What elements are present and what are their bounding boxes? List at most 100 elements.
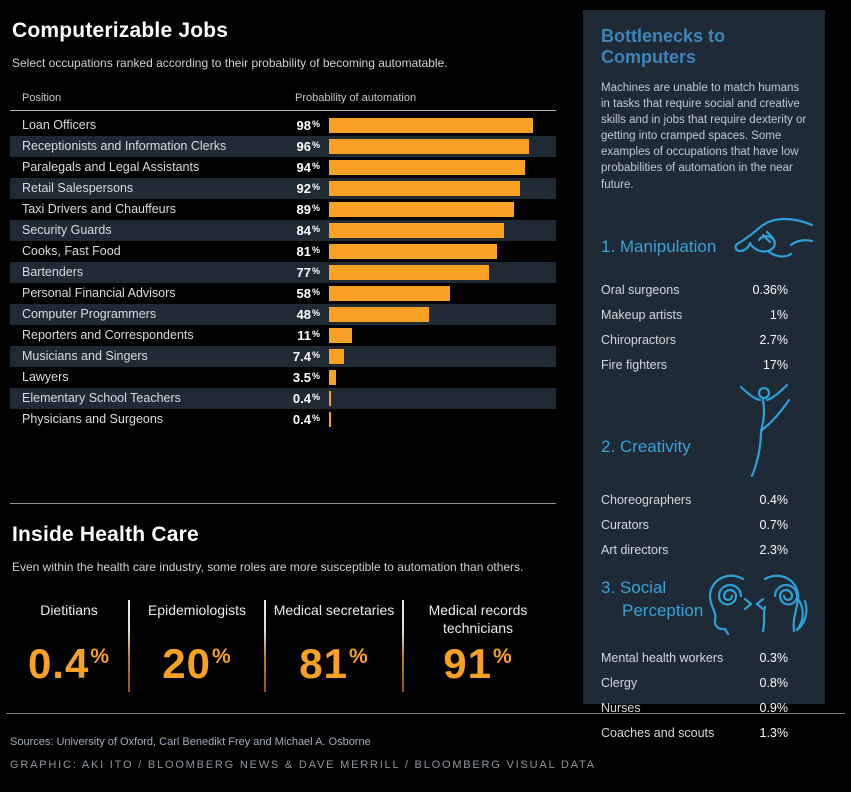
- column-header-position: Position: [22, 92, 62, 104]
- stat-value: 91%: [443, 640, 513, 687]
- probability-value: 0.9%: [759, 700, 789, 715]
- probability-value: 0.36%: [752, 282, 788, 297]
- table-row: Security Guards 84%: [10, 220, 556, 241]
- hand-icon: [734, 217, 814, 258]
- occupation-label: Mental health workers: [601, 650, 724, 665]
- sidebar-title: Bottlenecks to Computers: [601, 26, 726, 67]
- stat-value: 20%: [162, 640, 232, 687]
- table-row: Musicians and Singers 7.4%: [10, 346, 556, 367]
- probability-bar: [329, 349, 345, 364]
- table-row: Retail Salespersons 92%: [10, 178, 556, 199]
- stat-label: Dietitians: [40, 602, 98, 618]
- occupation-label: Paralegals and Legal Assistants: [22, 160, 200, 174]
- probability-value: 0.3%: [759, 650, 789, 665]
- sources-note: Sources: University of Oxford, Carl Bene…: [10, 736, 371, 748]
- health-section-subtitle: Even within the health care industry, so…: [12, 560, 524, 574]
- probability-value: 1.3%: [759, 725, 789, 740]
- occupation-label: Reporters and Correspondents: [22, 328, 194, 342]
- bottlenecks-sidebar: Bottlenecks to Computers Machines are un…: [583, 10, 825, 740]
- section-creativity: 2. Creativity: [601, 383, 807, 479]
- occupation-label: Physicians and Surgeons: [22, 412, 164, 426]
- list-item: Fire fighters 17%: [601, 358, 788, 372]
- probability-value: 1%: [769, 307, 788, 322]
- occupation-label: Art directors: [601, 542, 669, 557]
- table-row: Elementary School Teachers 0.4%: [10, 388, 556, 409]
- health-stat: Medical records technicians 91%: [404, 598, 552, 692]
- health-section-title: Inside Health Care: [12, 523, 199, 546]
- probability-value: 48%: [296, 307, 320, 322]
- probability-bar: [329, 202, 515, 217]
- stat-label: Epidemiologists: [147, 602, 247, 618]
- list-item: Choreographers 0.4%: [601, 493, 788, 507]
- health-stat: Dietitians 0.4%: [10, 598, 128, 692]
- probability-bar: [329, 244, 498, 259]
- list-item: Coaches and scouts 1.3%: [601, 726, 788, 740]
- list-item: Oral surgeons 0.36%: [601, 283, 788, 297]
- probability-value: 98%: [296, 118, 320, 133]
- probability-value: 0.8%: [759, 675, 789, 690]
- occupation-label: Clergy: [601, 675, 638, 690]
- probability-value: 84%: [296, 223, 320, 238]
- probability-bar: [329, 412, 331, 427]
- section-manipulation: 1. Manipulation: [601, 211, 814, 269]
- probability-value: 89%: [296, 202, 320, 217]
- probability-value: 2.3%: [759, 542, 789, 557]
- list-item: Curators 0.7%: [601, 518, 788, 532]
- occupation-label: Fire fighters: [601, 357, 667, 372]
- list-item: Mental health workers 0.3%: [601, 651, 788, 665]
- health-stat: Epidemiologists 20%: [130, 598, 264, 692]
- occupation-label: Curators: [601, 517, 649, 532]
- occupation-label: Elementary School Teachers: [22, 391, 181, 405]
- probability-value: 11%: [297, 328, 320, 343]
- social-perception-list: Mental health workers 0.3% Clergy 0.8% Nurse…: [601, 651, 788, 740]
- occupation-label: Chiropractors: [601, 332, 677, 347]
- health-stats: Dietitians 0.4% Epidemiologists 20% Medical …: [10, 598, 556, 692]
- occupation-label: Lawyers: [22, 370, 69, 384]
- dancer-icon: [739, 383, 791, 477]
- table-row: Loan Officers 98%: [10, 115, 556, 136]
- stat-divider: [402, 600, 404, 692]
- page-title: Computerizable Jobs: [12, 19, 229, 42]
- occupation-label: Taxi Drivers and Chauffeurs: [22, 202, 177, 216]
- table-row: Computer Programmers 48%: [10, 304, 556, 325]
- section-divider: [10, 503, 556, 504]
- main-column: Computerizable Jobs Select occupations r…: [10, 0, 556, 692]
- probability-value: 77%: [296, 265, 320, 280]
- probability-value: 0.4%: [292, 412, 320, 427]
- table-header: Position Probability of automation: [10, 82, 556, 111]
- table-row: Reporters and Correspondents 11%: [10, 325, 556, 346]
- probability-value: 96%: [296, 139, 320, 154]
- section-social-perception: 3. Social Perception: [601, 571, 808, 637]
- occupation-label: Coaches and scouts: [601, 725, 715, 740]
- list-item: Nurses 0.9%: [601, 701, 788, 715]
- two-heads-icon: [708, 574, 808, 635]
- section-heading-creativity: 2. Creativity: [601, 436, 691, 456]
- probability-value: 0.4%: [292, 391, 320, 406]
- probability-value: 7.4%: [292, 349, 320, 364]
- sidebar-intro: Machines are unable to match humans in t…: [601, 82, 807, 191]
- occupation-label: Oral surgeons: [601, 282, 680, 297]
- stat-divider: [264, 600, 266, 692]
- probability-bar: [329, 160, 525, 175]
- probability-bar: [329, 328, 352, 343]
- probability-bar: [329, 370, 337, 385]
- occupation-label: Choreographers: [601, 492, 692, 507]
- stat-value: 81%: [299, 640, 369, 687]
- occupation-label: Computer Programmers: [22, 307, 157, 321]
- table-row: Lawyers 3.5%: [10, 367, 556, 388]
- table-row: Personal Financial Advisors 58%: [10, 283, 556, 304]
- table-row: Bartenders 77%: [10, 262, 556, 283]
- probability-bar: [329, 286, 450, 301]
- bar-chart: Loan Officers 98% Receptionists and Inform…: [10, 115, 556, 430]
- probability-bar: [329, 118, 533, 133]
- graphic-credit: GRAPHIC: AKI ITO / BLOOMBERG NEWS & DAVE…: [10, 759, 596, 771]
- table-row: Paralegals and Legal Assistants 94%: [10, 157, 556, 178]
- manipulation-list: Oral surgeons 0.36% Makeup artists 1% Chirop…: [601, 283, 788, 372]
- stat-divider: [128, 600, 130, 692]
- occupation-label: Makeup artists: [601, 307, 683, 322]
- occupation-label: Retail Salespersons: [22, 181, 134, 195]
- table-row: Physicians and Surgeons 0.4%: [10, 409, 556, 430]
- footer-rule: [6, 713, 845, 714]
- occupation-label: Musicians and Singers: [22, 349, 148, 363]
- table-row: Taxi Drivers and Chauffeurs 89%: [10, 199, 556, 220]
